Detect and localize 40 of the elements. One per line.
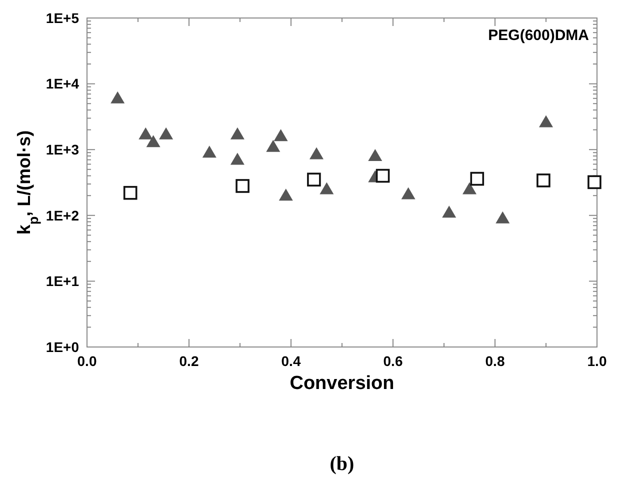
point xyxy=(278,188,293,201)
y-tick-label: 1E+1 xyxy=(46,273,80,290)
y-tick-label: 1E+2 xyxy=(46,207,80,224)
x-tick-label: 0.6 xyxy=(383,353,403,369)
point xyxy=(368,148,382,161)
point xyxy=(462,182,476,194)
point xyxy=(310,147,324,160)
point xyxy=(401,187,416,200)
x-tick-label: 1.0 xyxy=(587,353,607,369)
x-tick-label: 0.0 xyxy=(77,353,97,369)
y-tick-label: 1E+5 xyxy=(46,10,80,26)
point xyxy=(159,127,174,140)
point xyxy=(110,91,125,104)
point xyxy=(230,152,244,165)
point xyxy=(274,129,288,142)
point xyxy=(266,140,280,152)
x-tick-label: 0.8 xyxy=(485,353,505,369)
point xyxy=(230,127,244,140)
y-tick-label: 1E+0 xyxy=(46,338,80,355)
point xyxy=(123,186,138,200)
point xyxy=(202,146,216,158)
point xyxy=(307,172,321,186)
point xyxy=(236,179,250,193)
x-tick-label: 0.2 xyxy=(179,353,199,369)
y-tick-label: 1E+3 xyxy=(46,142,80,158)
text: (b) xyxy=(330,453,354,475)
point xyxy=(539,115,553,128)
point xyxy=(588,175,602,190)
point xyxy=(470,172,484,186)
point xyxy=(536,174,550,188)
point xyxy=(138,127,153,140)
point xyxy=(442,206,456,218)
point xyxy=(496,211,510,224)
point xyxy=(146,135,160,148)
point xyxy=(320,182,334,194)
y-tick-label: 1E+4 xyxy=(46,76,80,92)
x-axis-title: Conversion xyxy=(290,373,394,394)
x-tick-label: 0.4 xyxy=(281,353,301,369)
annotation: PEG(600)DMA xyxy=(488,27,590,44)
point xyxy=(376,168,390,183)
